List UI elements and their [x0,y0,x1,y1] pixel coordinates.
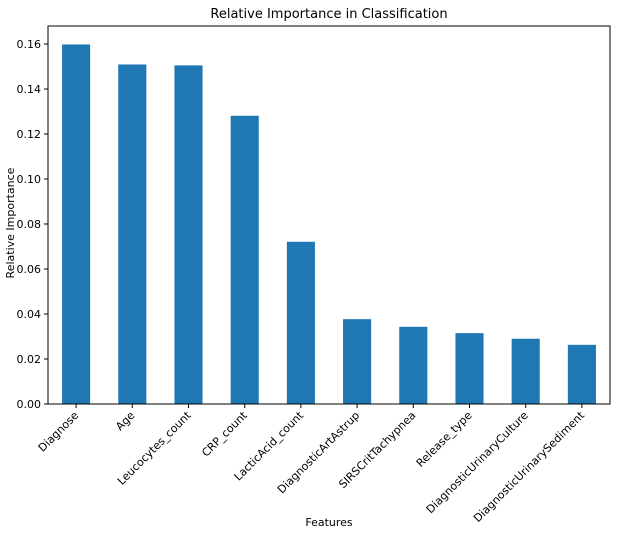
y-tick-label: 0.12 [17,128,42,141]
bar-diagnose [62,44,91,404]
bar-diagnosticurinarysediment [567,344,596,404]
y-tick-label: 0.16 [17,38,42,51]
bar-lacticacid-count [286,241,315,404]
x-tick-label: Release_type [414,409,475,470]
x-tick-label: Diagnose [36,409,82,455]
bar-crp-count [230,115,259,405]
bar-release-type [455,333,484,404]
x-tick-label: DiagnosticUrinaryCulture [424,409,531,516]
bar-diagnosticurinaryculture [511,338,540,404]
bar-age [118,64,147,404]
plot-frame [47,25,611,405]
y-axis: 0.00 0.02 0.04 0.06 0.08 0.10 0.12 0.14 0.16 [17,38,48,411]
bar-diagnosticartastrup [343,319,372,404]
y-tick-label: 0.14 [17,83,42,96]
x-tick-label: DiagnosticUrinarySediment [471,408,587,524]
bar-sirscrittachypnea [399,326,428,404]
y-tick-label: 0.06 [17,263,42,276]
chart-title: Relative Importance in Classification [210,7,447,22]
x-tick-label: CRP_count [199,408,250,459]
bar-leucocytes-count [174,65,203,404]
x-tick-label: Age [113,409,137,433]
x-axis-label: Features [305,516,353,529]
y-tick-label: 0.00 [17,398,42,411]
y-tick-label: 0.04 [17,308,42,321]
bars-group [62,44,596,405]
y-tick-label: 0.02 [17,353,42,366]
y-tick-label: 0.10 [17,173,42,186]
y-axis-label: Relative Importance [4,167,17,278]
y-tick-label: 0.08 [17,218,42,231]
